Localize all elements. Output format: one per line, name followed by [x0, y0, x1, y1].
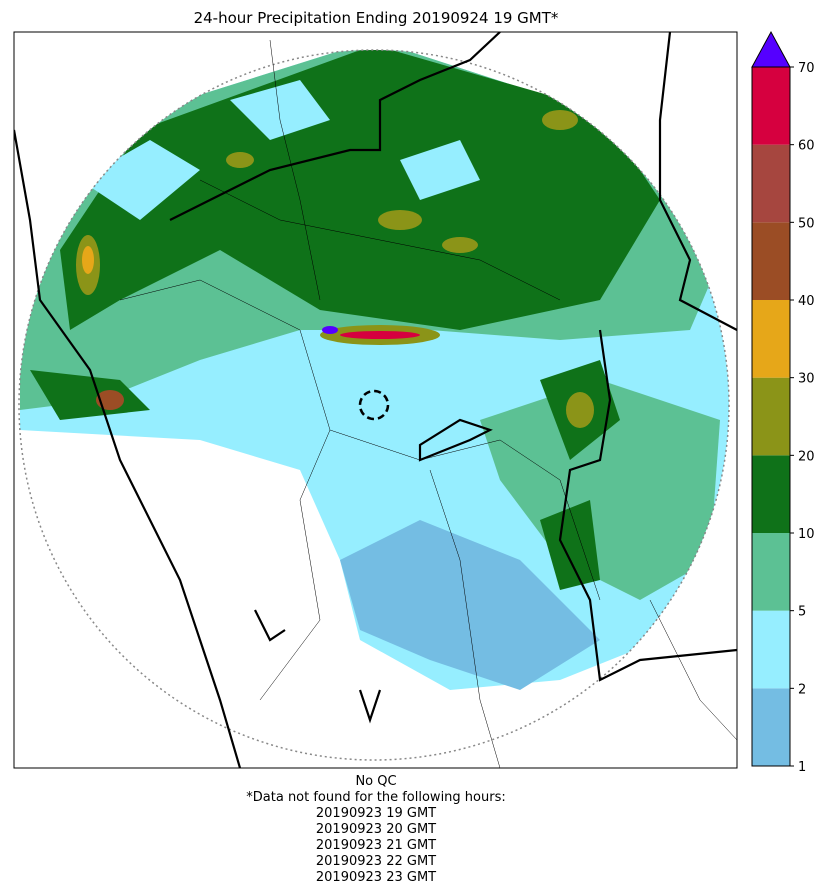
colorbar: 1 2 5 10 20 30 40 50 60 70: [751, 30, 815, 775]
map-title: 24-hour Precipitation Ending 20190924 19…: [194, 9, 559, 27]
colorbar-outline: [751, 66, 791, 767]
colorbar-segment: [752, 300, 790, 378]
colorbar-segment: [752, 144, 790, 223]
colorbar-tick-label: 70: [798, 61, 815, 76]
colorbar-tick-label: 10: [798, 527, 815, 542]
footer-line: 20190923 22 GMT: [316, 854, 436, 869]
colorbar-segment: [752, 455, 790, 533]
colorbar-tick-label: 40: [798, 294, 815, 309]
colorbar-tick-label: 30: [798, 372, 815, 387]
colorbar-segment: [752, 533, 790, 611]
colorbar-extension: [751, 30, 791, 68]
footer-line: No QC: [355, 774, 396, 789]
map: [14, 32, 737, 768]
footer-line: 20190923 21 GMT: [316, 838, 436, 853]
colorbar-segment: [752, 688, 790, 766]
precipitation-field: [20, 50, 729, 690]
colorbar-segment: [752, 610, 790, 689]
colorbar-tick-label: 20: [798, 449, 815, 464]
colorbar-tick-label: 60: [798, 139, 815, 154]
footer-line: *Data not found for the following hours:: [246, 790, 505, 805]
footer: No QC*Data not found for the following h…: [246, 774, 505, 885]
colorbar-tick-label: 5: [798, 605, 806, 620]
footer-line: 20190923 20 GMT: [316, 822, 436, 837]
colorbar-segment: [752, 377, 790, 456]
footer-line: 20190923 23 GMT: [316, 870, 436, 885]
colorbar-segment: [752, 67, 790, 145]
colorbar-segment: [752, 222, 790, 300]
colorbar-tick-label: 1: [798, 760, 806, 775]
state-borders: [14, 32, 737, 768]
colorbar-tick-label: 2: [798, 682, 806, 697]
colorbar-tick-label: 50: [798, 216, 815, 231]
footer-line: 20190923 19 GMT: [316, 806, 436, 821]
district-borders: [119, 39, 737, 768]
